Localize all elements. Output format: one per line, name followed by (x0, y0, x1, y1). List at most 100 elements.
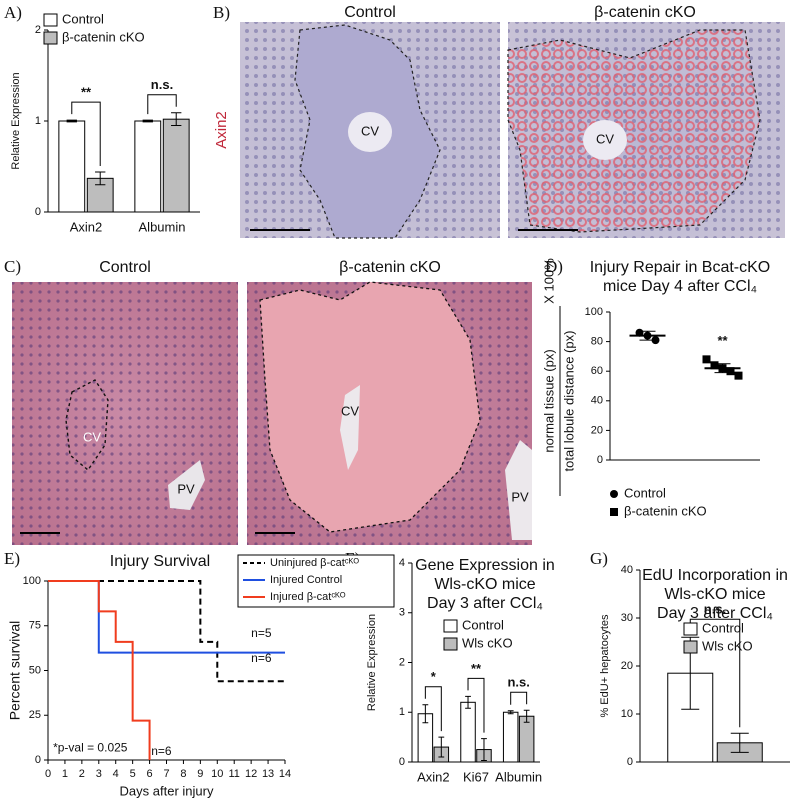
error-bar (95, 171, 106, 186)
bar (58, 120, 86, 213)
legend-swatch (43, 31, 58, 45)
error-bar (171, 112, 182, 127)
bar (518, 715, 535, 763)
legend-label: Control (462, 617, 504, 632)
y-tick-label: 1 (399, 706, 405, 718)
legend-label: Control (62, 11, 104, 26)
legend-label: Uninjured β-catᶜᴷᴼ (270, 557, 359, 569)
legend-swatch (610, 508, 618, 516)
x-tick-label: 13 (262, 768, 274, 780)
x-tick-label: 4 (113, 768, 119, 780)
x-tick-label: 1 (62, 768, 68, 780)
x-tick-label: Albumin (139, 219, 186, 234)
chart-title: Day 3 after CCl₄ (657, 605, 773, 622)
y-tick-label: 0 (627, 756, 633, 768)
y-tick-label: 2 (35, 24, 41, 36)
y-tick-label: 75 (29, 620, 41, 632)
y-tick-label: 20 (591, 424, 603, 436)
x-tick-label: 12 (245, 768, 257, 780)
x-tick-label: 10 (211, 768, 223, 780)
panel-label: A) (4, 3, 22, 22)
image-title: β-catenin cKO (339, 259, 441, 276)
y-axis-label: Percent survival (7, 621, 23, 721)
y-tick-label: 0 (399, 756, 405, 768)
y-tick-label: 20 (621, 660, 633, 672)
panel-label: G) (590, 549, 608, 568)
significance-label: ** (471, 661, 482, 676)
survival-line (48, 580, 285, 683)
x-tick-label: 2 (79, 768, 85, 780)
data-point (702, 355, 711, 364)
x-tick-label: Axin2 (70, 219, 103, 234)
significance-label: * (431, 669, 437, 684)
micrograph-c-control (12, 282, 238, 545)
survival-line (48, 580, 151, 760)
x-tick-label: Axin2 (417, 769, 450, 784)
x-tick-label: Ki67 (463, 769, 489, 784)
legend-swatch (683, 622, 698, 636)
micrograph-b-cko (507, 22, 785, 238)
chart-title: Wls-cKO mice (664, 586, 765, 603)
y-tick-label: 0 (35, 206, 41, 218)
bar (502, 711, 519, 763)
significance-bracket (467, 677, 485, 733)
y-tick-label: 4 (399, 557, 405, 569)
bar (134, 120, 162, 213)
panel-label: E) (4, 549, 20, 568)
y-tick-label: 50 (29, 664, 41, 676)
x-tick-label: 6 (147, 768, 153, 780)
panel-label: B) (213, 3, 230, 22)
x-tick-label: 0 (45, 768, 51, 780)
micrograph-b-control (240, 22, 500, 239)
chart-title: Injury Repair in Bcat-cKO (590, 259, 771, 276)
vessel-label: CV (596, 131, 614, 146)
legend-label: Injured Control (270, 574, 342, 586)
y-tick-label: 0 (35, 754, 41, 766)
error-bar (507, 710, 514, 715)
legend-label: β-catenin cKO (62, 29, 145, 44)
chart-title: mice Day 4 after CCl₄ (603, 278, 757, 295)
annotation: n=6 (151, 744, 172, 758)
x-tick-label: 7 (163, 768, 169, 780)
y-tick-label: 100 (23, 575, 41, 587)
y-tick-label: 3 (399, 607, 405, 619)
y-tick-label: 0 (597, 454, 603, 466)
y-tick-label: 60 (591, 365, 603, 377)
data-point (734, 371, 743, 380)
x-tick-label: Albumin (495, 769, 542, 784)
panel-label: C) (4, 257, 21, 276)
y-tick-label: 1 (35, 115, 41, 127)
error-bar (465, 695, 471, 709)
annotation: n=5 (251, 626, 272, 640)
significance-bracket (71, 101, 101, 166)
significance-bracket (424, 686, 442, 732)
legend-swatch (443, 619, 458, 633)
y-axis-label: X 100% (541, 258, 556, 304)
error-bar (142, 119, 153, 123)
chart-title: EdU Incorporation in (642, 567, 788, 584)
x-tick-label: 5 (130, 768, 136, 780)
panel-label: D) (545, 257, 563, 276)
significance-label: n.s. (151, 77, 173, 92)
legend-label: Control (624, 485, 666, 500)
legend-label: Wls cKO (702, 638, 753, 653)
image-title: Control (99, 259, 151, 276)
annotation: n=6 (251, 651, 272, 665)
significance-label: ** (81, 85, 92, 100)
x-tick-label: 9 (197, 768, 203, 780)
data-point (710, 361, 719, 370)
y-axis-label: normal tissue (px) (541, 349, 556, 452)
error-bar (438, 736, 445, 758)
y-tick-label: 10 (621, 708, 633, 720)
legend-label: β-catenin cKO (624, 503, 707, 518)
y-axis-label: % EdU+ hepatocytes (599, 614, 611, 718)
error-bar (481, 738, 487, 762)
error-bar (639, 330, 656, 341)
y-tick-label: 25 (29, 709, 41, 721)
error-bar (66, 119, 77, 123)
y-tick-label: 100 (585, 306, 603, 318)
error-bar (730, 732, 749, 753)
significance-label: ** (717, 333, 728, 348)
significance-label: n.s. (507, 675, 529, 690)
